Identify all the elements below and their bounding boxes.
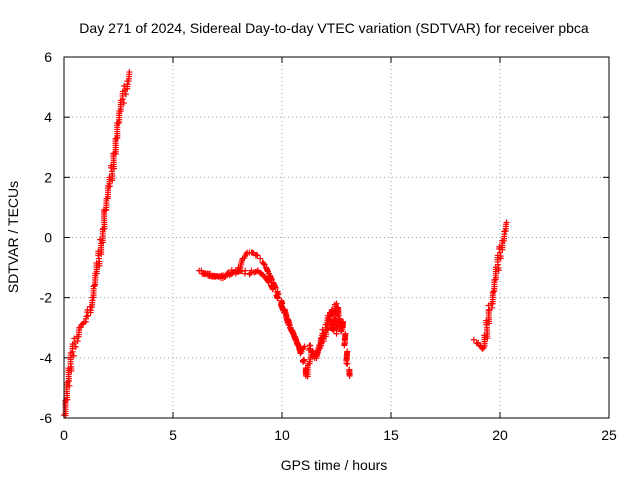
data-point xyxy=(340,321,347,328)
data-point xyxy=(126,69,133,76)
data-point xyxy=(299,358,306,365)
data-point xyxy=(329,326,336,333)
y-tick-label: -6 xyxy=(40,410,53,426)
data-point xyxy=(72,343,79,350)
data-point xyxy=(490,288,497,295)
data-point xyxy=(470,336,477,343)
data-point xyxy=(66,382,73,389)
data-point xyxy=(270,286,277,293)
x-tick-label: 0 xyxy=(60,427,68,443)
data-point xyxy=(254,252,261,259)
data-point xyxy=(497,253,504,260)
data-point xyxy=(122,91,129,98)
data-point xyxy=(265,278,272,285)
data-point xyxy=(319,330,326,337)
x-tick-label: 10 xyxy=(274,427,290,443)
data-point xyxy=(496,243,503,250)
y-tick-label: -4 xyxy=(40,350,53,366)
x-tick-label: 25 xyxy=(601,427,617,443)
y-tick-label: -2 xyxy=(40,290,53,306)
data-point xyxy=(503,219,510,226)
y-tick-label: 2 xyxy=(44,169,52,185)
data-point xyxy=(333,300,340,307)
data-point xyxy=(260,260,267,267)
x-tick-label: 20 xyxy=(492,427,508,443)
data-point xyxy=(495,265,502,272)
data-point xyxy=(481,332,488,339)
y-axis-label: SDTVAR / TECUs xyxy=(5,181,21,293)
data-point xyxy=(265,279,272,286)
data-point xyxy=(246,271,253,278)
x-tick-label: 5 xyxy=(169,427,177,443)
data-point xyxy=(479,345,486,352)
data-point xyxy=(65,365,72,372)
data-point xyxy=(328,311,335,318)
data-point xyxy=(335,312,342,319)
data-point xyxy=(108,162,115,169)
chart-title: Day 271 of 2024, Sidereal Day-to-day VTE… xyxy=(79,20,589,36)
data-point xyxy=(84,312,91,319)
data-point xyxy=(306,342,313,349)
data-point xyxy=(242,267,249,274)
data-point xyxy=(488,304,495,311)
data-point xyxy=(198,267,205,274)
x-tick-labels: 0 5 10 15 20 25 xyxy=(60,427,617,443)
data-point xyxy=(346,372,353,379)
data-point xyxy=(68,363,75,370)
data-point xyxy=(96,236,103,243)
data-point xyxy=(281,309,288,316)
y-tick-labels: -6 -4 -2 0 2 4 6 xyxy=(40,49,53,426)
data-points xyxy=(61,69,510,419)
y-tick-label: 6 xyxy=(44,49,52,65)
grid-layer xyxy=(64,57,609,418)
y-tick-label: 0 xyxy=(44,230,52,246)
data-point xyxy=(483,317,490,324)
data-point xyxy=(483,324,490,331)
data-point xyxy=(102,207,109,214)
x-axis-label: GPS time / hours xyxy=(281,457,388,473)
data-point xyxy=(257,255,264,262)
data-point xyxy=(334,325,341,332)
data-point xyxy=(74,338,81,345)
data-point xyxy=(341,342,348,349)
x-tick-label: 15 xyxy=(383,427,399,443)
plot-frame xyxy=(63,56,610,419)
data-point xyxy=(87,307,94,314)
data-point xyxy=(274,295,281,302)
data-point xyxy=(301,343,308,350)
data-point xyxy=(70,352,77,359)
data-point xyxy=(120,100,127,107)
data-point xyxy=(343,360,350,367)
y-tick-label: 4 xyxy=(44,109,52,125)
data-point xyxy=(253,268,260,275)
